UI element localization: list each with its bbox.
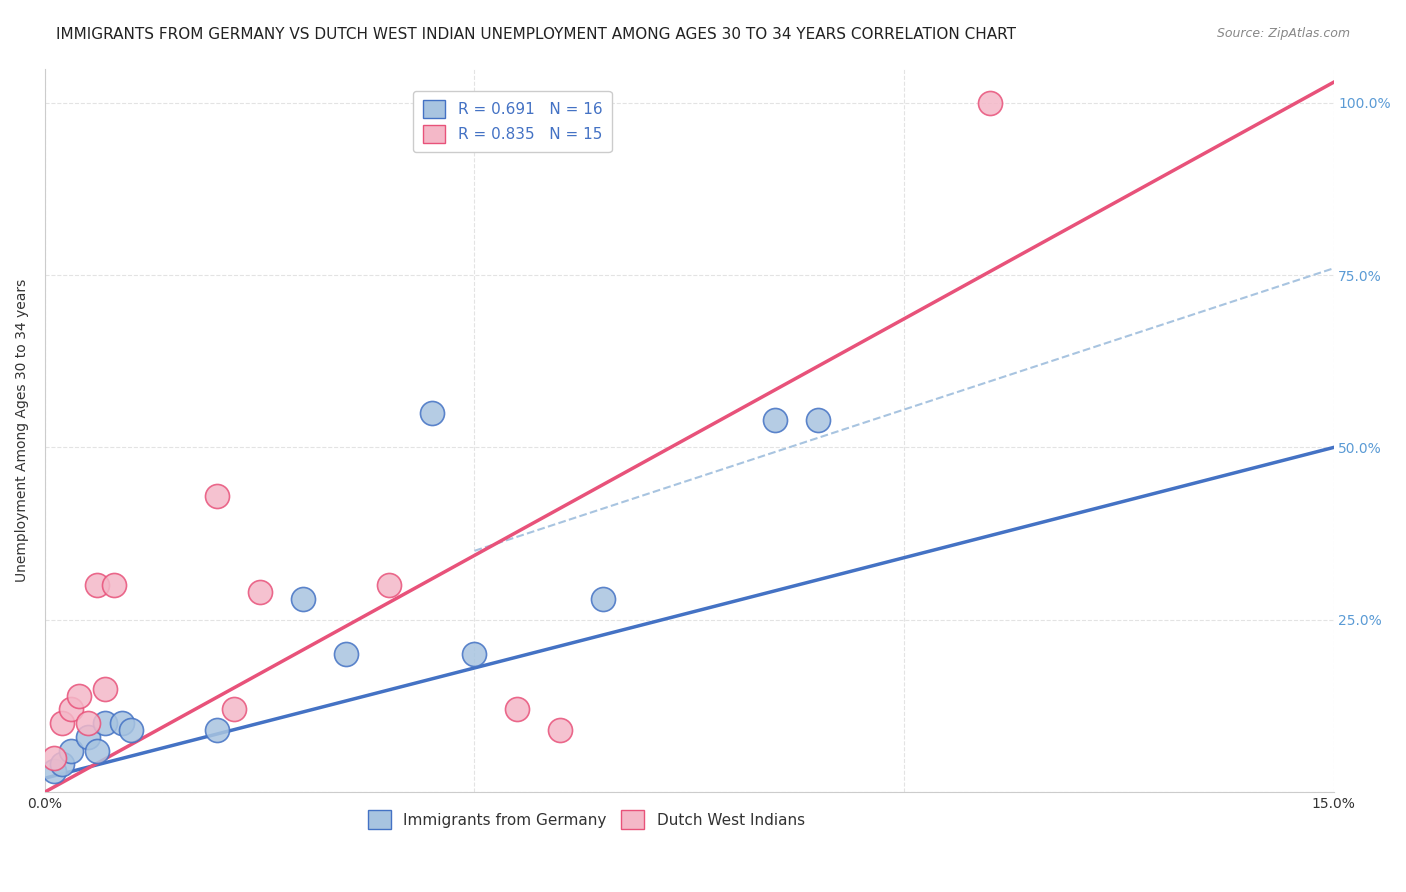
Point bbox=[103, 578, 125, 592]
Point bbox=[335, 647, 357, 661]
Y-axis label: Unemployment Among Ages 30 to 34 years: Unemployment Among Ages 30 to 34 years bbox=[15, 278, 30, 582]
Point bbox=[463, 647, 485, 661]
Point bbox=[291, 592, 314, 607]
Point bbox=[222, 702, 245, 716]
Point bbox=[51, 757, 73, 772]
Point bbox=[67, 689, 90, 703]
Point bbox=[506, 702, 529, 716]
Point bbox=[86, 578, 108, 592]
Point bbox=[377, 578, 399, 592]
Point bbox=[94, 681, 117, 696]
Text: IMMIGRANTS FROM GERMANY VS DUTCH WEST INDIAN UNEMPLOYMENT AMONG AGES 30 TO 34 YE: IMMIGRANTS FROM GERMANY VS DUTCH WEST IN… bbox=[56, 27, 1017, 42]
Point bbox=[51, 716, 73, 731]
Point bbox=[94, 716, 117, 731]
Point bbox=[205, 723, 228, 737]
Point bbox=[77, 730, 100, 744]
Point bbox=[42, 764, 65, 779]
Point bbox=[111, 716, 134, 731]
Point bbox=[979, 95, 1001, 110]
Point bbox=[763, 413, 786, 427]
Point bbox=[550, 723, 572, 737]
Point bbox=[59, 702, 82, 716]
Point bbox=[77, 716, 100, 731]
Legend: Immigrants from Germany, Dutch West Indians: Immigrants from Germany, Dutch West Indi… bbox=[361, 804, 811, 835]
Point bbox=[59, 744, 82, 758]
Point bbox=[592, 592, 614, 607]
Point bbox=[120, 723, 142, 737]
Point bbox=[420, 406, 443, 420]
Point bbox=[86, 744, 108, 758]
Point bbox=[807, 413, 830, 427]
Text: Source: ZipAtlas.com: Source: ZipAtlas.com bbox=[1216, 27, 1350, 40]
Point bbox=[42, 750, 65, 764]
Point bbox=[249, 585, 271, 599]
Point bbox=[205, 489, 228, 503]
